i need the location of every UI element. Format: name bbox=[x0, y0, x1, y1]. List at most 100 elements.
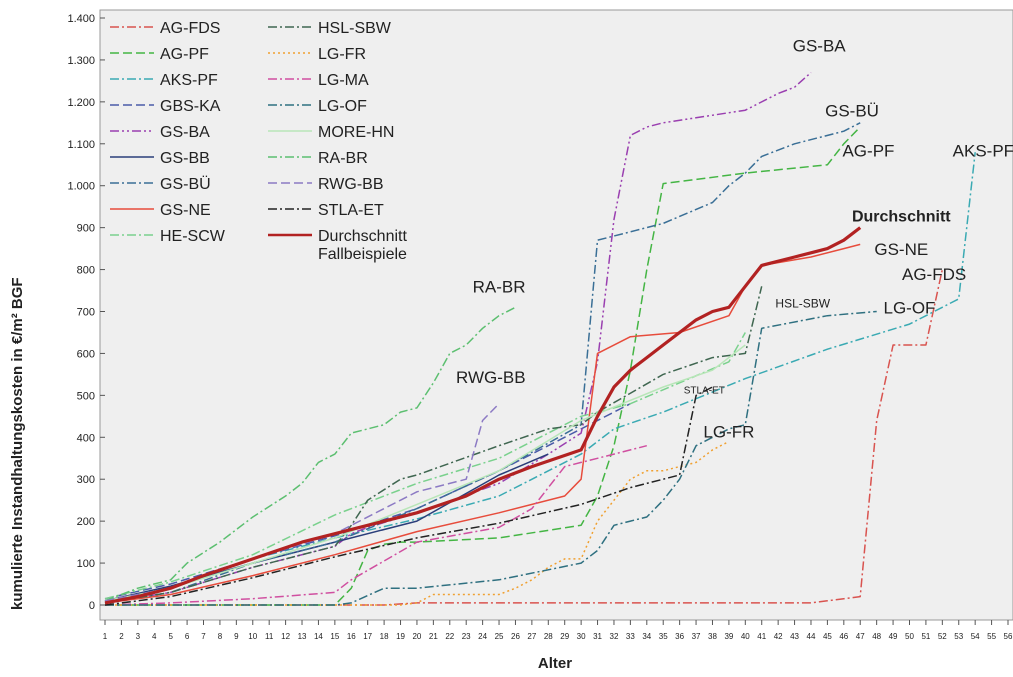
annotation-hsl-sbw: HSL-SBW bbox=[775, 296, 830, 310]
y-tick-label: 700 bbox=[77, 307, 95, 319]
x-tick-label: 36 bbox=[675, 632, 684, 641]
annotation-gs-b: GS-BÜ bbox=[825, 102, 879, 121]
x-tick-label: 26 bbox=[511, 632, 520, 641]
annotation-lg-of: LG-OF bbox=[884, 299, 936, 318]
y-tick-label: 900 bbox=[77, 223, 95, 235]
y-tick-label: 800 bbox=[77, 265, 95, 277]
x-tick-label: 25 bbox=[495, 632, 504, 641]
x-tick-label: 24 bbox=[478, 632, 487, 641]
legend-label-hsl-sbw: HSL-SBW bbox=[318, 20, 392, 37]
annotation-aks-pf: AKS-PF bbox=[953, 141, 1013, 160]
x-tick-label: 46 bbox=[839, 632, 848, 641]
series-line-hsl-sbw bbox=[104, 286, 763, 604]
annotation-stla-et: STLA-ET bbox=[684, 385, 725, 396]
x-tick-label: 44 bbox=[807, 632, 816, 641]
x-tick-label: 12 bbox=[281, 632, 290, 641]
x-tick-label: 45 bbox=[823, 632, 832, 641]
y-axis-label: kumulierte Instandhaltungskosten in €/m²… bbox=[9, 277, 26, 610]
series-line-ra-br bbox=[104, 306, 516, 602]
x-tick-label: 6 bbox=[185, 632, 190, 641]
line-annotations: GS-BA GS-BÜ AG-PF AKS-PF Durchschnitt GS-NE AG… bbox=[456, 37, 1013, 442]
series-line-lg-of bbox=[105, 310, 877, 606]
annotation-ag-fds: AG-FDS bbox=[902, 265, 966, 284]
series-line-gs-ba bbox=[104, 71, 812, 604]
y-tick-label: 200 bbox=[77, 516, 95, 528]
series-line-stla-et bbox=[104, 386, 713, 606]
series-line-gs-b bbox=[104, 122, 861, 604]
x-tick-label: 19 bbox=[396, 632, 405, 641]
x-tick-label: 17 bbox=[363, 632, 372, 641]
x-tick-label: 7 bbox=[201, 632, 206, 641]
x-tick-label: 39 bbox=[724, 632, 733, 641]
x-tick-label: 53 bbox=[954, 632, 963, 641]
y-tick-label: 1.000 bbox=[67, 181, 95, 193]
x-tick-label: 21 bbox=[429, 632, 438, 641]
x-tick-label: 14 bbox=[314, 632, 323, 641]
legend-label-he-scw: HE-SCW bbox=[160, 228, 226, 245]
x-tick-label: 48 bbox=[872, 632, 881, 641]
x-tick-label: 9 bbox=[234, 632, 239, 641]
y-tick-label: 1.100 bbox=[67, 139, 95, 151]
legend-label-gs-ne: GS-NE bbox=[160, 202, 211, 219]
x-tick-label: 20 bbox=[412, 632, 421, 641]
legend-label-gbs-ka: GBS-KA bbox=[160, 98, 221, 115]
x-tick-label: 15 bbox=[330, 632, 339, 641]
x-tick-label: 37 bbox=[692, 632, 701, 641]
x-tick-label: 2 bbox=[119, 632, 124, 641]
x-tick-label: 13 bbox=[298, 632, 307, 641]
y-tick-label: 400 bbox=[77, 432, 95, 444]
legend-label-ra-br: RA-BR bbox=[318, 150, 368, 167]
x-tick-label: 22 bbox=[445, 632, 454, 641]
series-line-ag-pf bbox=[105, 126, 861, 606]
x-tick-label: 28 bbox=[544, 632, 553, 641]
series-line-lg-ma bbox=[104, 444, 647, 606]
x-axis-ticks: 1 2 3 4 5 6 7 8 9 10 11 12 13 14 15 16 17 18 19 20 21 22 23 24 2… bbox=[103, 620, 1013, 641]
annotation-lg-fr: LG-FR bbox=[703, 422, 754, 441]
series-line-lg-fr bbox=[105, 440, 730, 606]
x-tick-label: 3 bbox=[136, 632, 141, 641]
x-tick-label: 35 bbox=[659, 632, 668, 641]
x-tick-label: 31 bbox=[593, 632, 602, 641]
y-tick-label: 1.400 bbox=[67, 13, 95, 25]
y-axis-ticks: 0 100 200 300 400 500 600 700 800 900 1.000 1.100 1.… bbox=[67, 13, 105, 612]
x-tick-label: 18 bbox=[380, 632, 389, 641]
legend-label-lg-fr: LG-FR bbox=[318, 46, 366, 63]
x-tick-label: 52 bbox=[938, 632, 947, 641]
x-tick-label: 54 bbox=[971, 632, 980, 641]
annotation-rwg-bb: RWG-BB bbox=[456, 368, 526, 387]
x-tick-label: 16 bbox=[347, 632, 356, 641]
x-axis-label: Alter bbox=[538, 655, 572, 672]
x-tick-label: 29 bbox=[560, 632, 569, 641]
x-tick-label: 50 bbox=[905, 632, 914, 641]
x-tick-label: 32 bbox=[610, 632, 619, 641]
series-line-more-hn bbox=[104, 344, 746, 602]
x-tick-label: 1 bbox=[103, 632, 108, 641]
x-tick-label: 40 bbox=[741, 632, 750, 641]
x-tick-label: 33 bbox=[626, 632, 635, 641]
x-tick-label: 47 bbox=[856, 632, 865, 641]
x-tick-label: 41 bbox=[757, 632, 766, 641]
series-line-durchschnitt-fallbeispiele bbox=[104, 226, 862, 605]
y-tick-label: 500 bbox=[77, 390, 95, 402]
x-tick-label: 4 bbox=[152, 632, 157, 641]
x-tick-label: 56 bbox=[1004, 632, 1013, 641]
annotation-gs-ne: GS-NE bbox=[874, 240, 928, 259]
annotation-gs-ba: GS-BA bbox=[793, 37, 847, 56]
x-tick-label: 43 bbox=[790, 632, 799, 641]
legend-label-durchschnitt-fallbeispiele: Durchschnitt Fallbeispiele bbox=[318, 228, 407, 263]
y-tick-label: 100 bbox=[77, 558, 95, 570]
series-lines bbox=[104, 71, 976, 606]
series-line-ag-fds bbox=[105, 269, 944, 606]
annotation-ag-pf: AG-PF bbox=[842, 141, 894, 160]
series-line-aks-pf bbox=[104, 152, 976, 602]
legend-label-ag-fds: AG-FDS bbox=[160, 20, 220, 37]
y-tick-label: 0 bbox=[89, 600, 95, 612]
legend-label-more-hn: MORE-HN bbox=[318, 124, 394, 141]
x-tick-label: 8 bbox=[218, 632, 223, 641]
x-tick-label: 51 bbox=[921, 632, 930, 641]
x-tick-label: 27 bbox=[527, 632, 536, 641]
x-tick-label: 30 bbox=[577, 632, 586, 641]
x-tick-label: 55 bbox=[987, 632, 996, 641]
annotation-ra-br: RA-BR bbox=[473, 278, 526, 297]
legend: AG-FDS AG-PF AKS-PF GBS-KA GS-BA GS-BB GS-BÜ GS… bbox=[110, 20, 407, 263]
